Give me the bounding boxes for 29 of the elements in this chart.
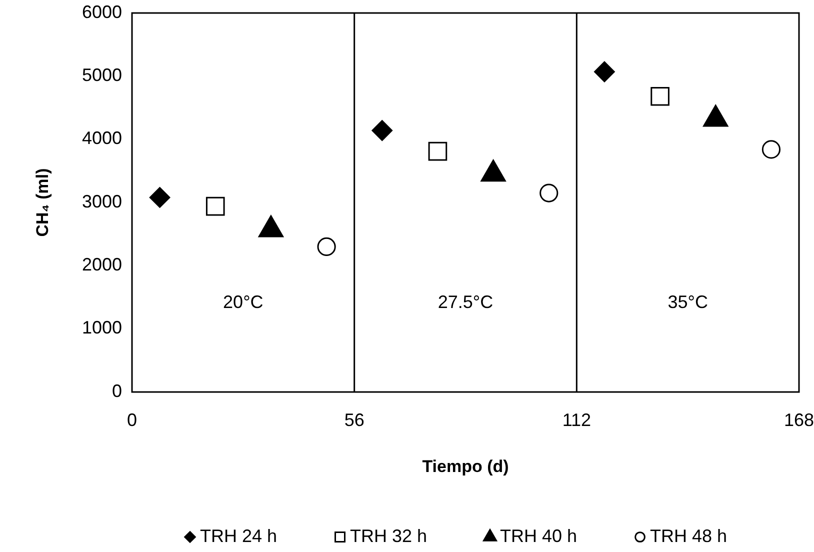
x-tick-label: 112 (562, 410, 592, 430)
point (762, 140, 781, 159)
point (149, 186, 170, 208)
x-axis-title: Tiempo (d) (422, 457, 509, 476)
point (594, 61, 615, 82)
x-tick-label: 0 (126, 410, 138, 430)
point (540, 184, 558, 202)
legend-label: TRH 48 h (650, 526, 728, 546)
y-tick-label: 0 (112, 380, 122, 401)
x-tick-label: 56 (344, 410, 364, 430)
annotation: 20°C (223, 292, 264, 312)
point (650, 86, 670, 106)
point (428, 142, 448, 161)
legend-label: TRH 32 h (350, 526, 428, 546)
y-tick-label: 1000 (82, 318, 122, 338)
legend-label: TRH 40 h (500, 526, 578, 546)
y-tick-label: 6000 (82, 2, 122, 22)
y-axis-title: CH₄ (ml) (33, 168, 52, 237)
x-tick-label: 168 (784, 410, 814, 430)
y-tick-label: 5000 (82, 64, 122, 85)
legend-label: TRH 24 h (200, 526, 278, 546)
annotation: 35°C (668, 292, 708, 312)
annotation: 27.5°C (438, 292, 494, 312)
y-tick-label: 4000 (82, 128, 122, 148)
y-tick-label: 2000 (82, 254, 122, 274)
point (317, 237, 336, 256)
point (206, 196, 225, 216)
y-tick-label: 3000 (82, 191, 122, 212)
point (372, 120, 393, 141)
